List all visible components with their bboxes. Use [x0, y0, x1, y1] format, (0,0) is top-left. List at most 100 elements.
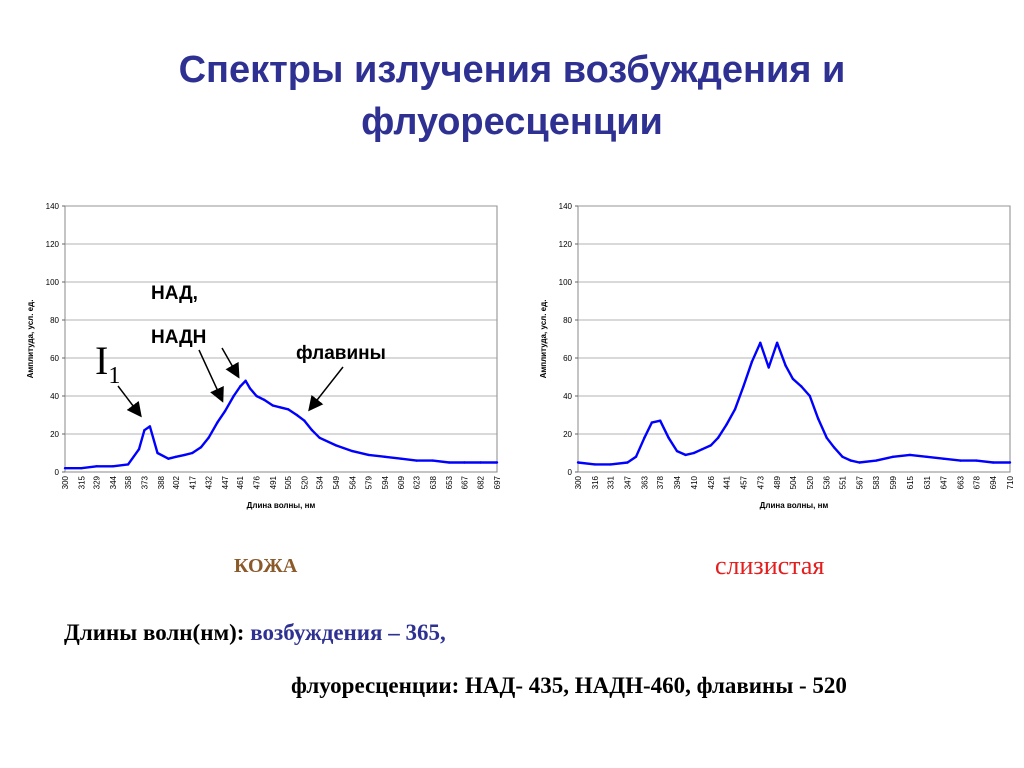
data-point: [95, 465, 98, 468]
y-tick-label: 20: [563, 430, 572, 439]
data-point: [684, 453, 687, 457]
chart-svg: 0 20 40 60 80 100 120 140 300 315 329 344 358 373 388 4…: [26, 202, 500, 510]
x-tick-label: 417: [188, 475, 197, 489]
x-tick-label: 667: [460, 475, 469, 489]
data-point: [733, 408, 737, 411]
y-tick-label: 140: [559, 202, 573, 211]
x-tick-label: 647: [940, 475, 949, 489]
y-tick-label: 60: [563, 354, 572, 363]
annotation-nad: НАД,: [151, 283, 198, 304]
data-point: [775, 341, 779, 344]
data-point: [975, 459, 978, 462]
x-tick-label: 631: [923, 475, 932, 489]
arrow-nad: [198, 349, 224, 403]
x-tick-label: 520: [300, 475, 309, 489]
i1-main: I: [95, 338, 109, 383]
x-tick-label: 534: [316, 475, 325, 489]
i1-sub: 1: [108, 363, 121, 389]
data-point: [817, 417, 820, 420]
data-point: [479, 461, 482, 464]
x-axis-label: Длина волны, нм: [760, 501, 829, 510]
x-tick-label: 378: [656, 475, 665, 489]
data-point: [808, 394, 812, 398]
x-tick-label: 410: [690, 475, 699, 489]
data-point: [750, 360, 754, 363]
fluorescence-line: флуоресценции: НАД- 435, НАДН-460, флави…: [291, 673, 847, 698]
annotation-i1: I1: [95, 337, 120, 390]
x-tick-label: 694: [989, 475, 998, 489]
y-tick-label: 80: [563, 316, 572, 325]
x-tick-label: 402: [172, 475, 181, 489]
data-point: [238, 385, 242, 388]
data-point: [942, 457, 945, 460]
y-tick-label: 40: [563, 392, 572, 401]
data-point: [701, 448, 704, 451]
x-tick-label: 447: [221, 475, 230, 489]
data-point: [643, 436, 646, 439]
data-point: [279, 406, 282, 409]
data-point: [383, 455, 387, 458]
arrow-nadh: [221, 347, 240, 379]
x-tick-label: 394: [673, 475, 682, 489]
data-point: [183, 453, 186, 457]
x-tick-label: 441: [723, 475, 732, 489]
data-point: [207, 436, 210, 439]
data-point: [667, 436, 670, 439]
label-mucosa: слизистая: [715, 551, 825, 580]
y-tick-label: 20: [50, 430, 59, 439]
x-tick-label: 331: [607, 475, 616, 489]
data-point: [463, 461, 466, 464]
x-tick-label: 300: [61, 475, 70, 489]
data-point: [199, 446, 203, 449]
data-point: [692, 451, 696, 455]
annotation-nadh: НАДН: [151, 327, 207, 348]
data-point: [609, 463, 612, 466]
arrow-flavins: [308, 366, 344, 412]
data-point: [447, 461, 451, 464]
data-point: [318, 436, 321, 439]
data-point: [248, 387, 252, 390]
data-point: [759, 341, 762, 344]
x-tick-label: 358: [124, 475, 133, 489]
x-tick-label: 710: [1006, 475, 1013, 489]
data-point: [925, 455, 928, 458]
data-point: [167, 457, 170, 460]
data-point: [742, 385, 745, 388]
x-tick-label: 473: [756, 475, 765, 489]
wavelengths-prefix: Длины волн(нм):: [64, 620, 251, 645]
data-point: [495, 461, 499, 464]
x-axis-label: Длина волны, нм: [247, 501, 316, 510]
data-point: [111, 465, 115, 468]
data-point: [593, 463, 597, 466]
data-point: [716, 436, 720, 439]
data-point: [156, 451, 159, 455]
data-point: [286, 408, 290, 411]
data-point: [725, 423, 728, 426]
data-point: [767, 366, 770, 369]
data-point: [991, 461, 995, 464]
arrow-i1: [117, 385, 142, 418]
data-point: [126, 463, 130, 466]
data-point: [791, 377, 795, 381]
x-tick-label: 457: [739, 475, 748, 489]
y-tick-label: 80: [50, 316, 59, 325]
data-point: [431, 459, 434, 462]
x-tick-label: 549: [332, 475, 341, 489]
x-tick-label: 505: [284, 475, 293, 489]
chart-mucosa: 0 20 40 60 80 100 120 140 300 316 331 347 363 378 394 4…: [533, 200, 1013, 510]
data-point: [400, 457, 403, 460]
chart-skin: 0 20 40 60 80 100 120 140 300 315 329 344 358 373 388 4…: [20, 200, 500, 510]
x-tick-label: 623: [412, 475, 421, 489]
data-point: [216, 421, 219, 424]
wavelengths-line: Длины волн(нм): возбуждения – 365,: [64, 620, 446, 646]
data-point: [626, 461, 629, 464]
data-point: [891, 455, 895, 458]
data-point: [415, 459, 418, 462]
y-axis-label: Амплитуда, усл. ед.: [539, 300, 548, 379]
label-skin: КОЖА: [234, 555, 298, 577]
data-point: [143, 429, 146, 432]
data-point: [634, 455, 638, 458]
data-point: [874, 459, 878, 462]
data-point: [800, 385, 803, 388]
data-point: [262, 398, 266, 401]
